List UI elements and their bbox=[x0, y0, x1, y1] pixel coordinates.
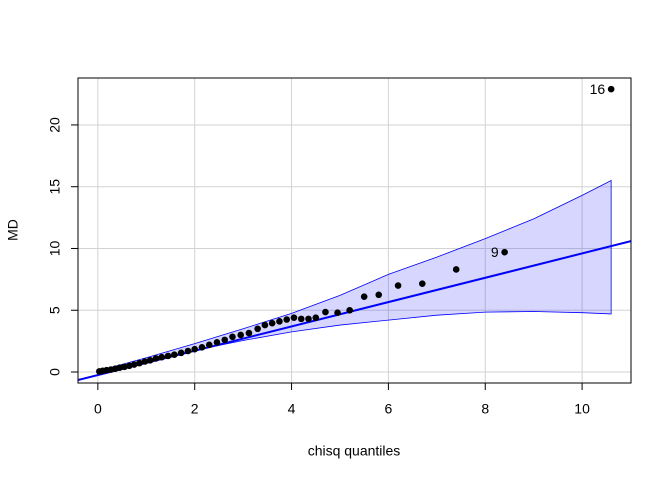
point bbox=[177, 349, 185, 357]
point bbox=[191, 345, 199, 353]
point bbox=[334, 309, 341, 317]
point-label: 16 bbox=[590, 81, 606, 97]
point bbox=[152, 355, 160, 362]
point bbox=[146, 356, 154, 364]
point bbox=[452, 266, 460, 273]
y-tick-label: 10 bbox=[47, 240, 63, 256]
point bbox=[276, 318, 283, 325]
point bbox=[254, 325, 261, 333]
x-tick-label: 0 bbox=[94, 401, 102, 417]
point bbox=[245, 329, 253, 337]
y-tick-label: 20 bbox=[47, 117, 63, 133]
point-label: 9 bbox=[491, 244, 499, 260]
point bbox=[501, 248, 508, 256]
point bbox=[305, 315, 312, 323]
point bbox=[418, 280, 426, 287]
point bbox=[171, 351, 178, 359]
point bbox=[375, 291, 383, 299]
point bbox=[229, 333, 236, 341]
y-tick-label: 5 bbox=[47, 306, 63, 314]
point bbox=[213, 339, 221, 346]
point bbox=[394, 282, 402, 289]
point bbox=[130, 361, 138, 368]
x-axis-label: chisq quantiles bbox=[308, 443, 401, 459]
point bbox=[184, 347, 192, 355]
point bbox=[346, 306, 353, 314]
point bbox=[141, 358, 149, 365]
point bbox=[136, 359, 143, 367]
plot-area bbox=[78, 85, 631, 382]
point bbox=[283, 316, 291, 323]
point bbox=[322, 308, 329, 316]
x-tick-label: 2 bbox=[191, 401, 199, 417]
y-axis-label: MD bbox=[5, 219, 21, 241]
point bbox=[261, 321, 269, 329]
x-tick-label: 10 bbox=[574, 401, 590, 417]
x-tick-label: 4 bbox=[288, 401, 296, 417]
point bbox=[268, 319, 276, 327]
x-tick-label: 8 bbox=[481, 401, 489, 417]
point bbox=[607, 85, 615, 93]
point bbox=[158, 353, 166, 361]
confidence-band bbox=[98, 179, 612, 374]
point bbox=[297, 315, 305, 323]
y-tick-label: 0 bbox=[47, 368, 63, 376]
point bbox=[312, 314, 320, 321]
point bbox=[198, 343, 206, 351]
point bbox=[221, 336, 229, 344]
y-tick-label: 15 bbox=[47, 179, 63, 195]
plot-box bbox=[77, 77, 632, 384]
point bbox=[237, 331, 245, 339]
point bbox=[205, 341, 213, 349]
x-tick-label: 6 bbox=[384, 401, 392, 417]
point bbox=[290, 314, 298, 321]
point bbox=[164, 352, 172, 360]
point bbox=[360, 293, 368, 300]
